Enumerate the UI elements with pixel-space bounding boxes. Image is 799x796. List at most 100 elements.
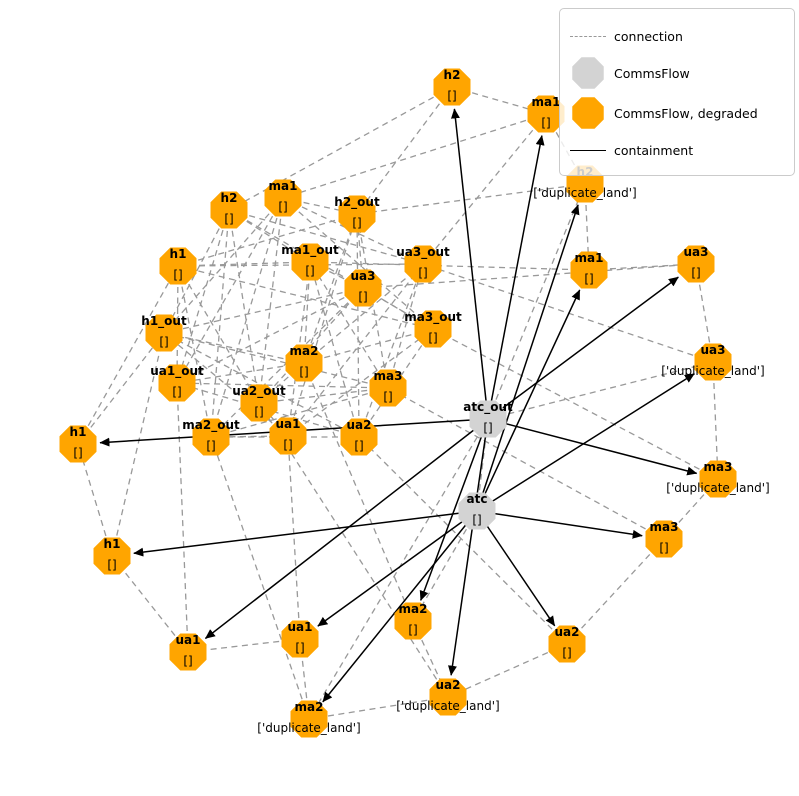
node-value-label: ['duplicate_land'] (661, 364, 764, 378)
containment-edge (419, 418, 489, 601)
node-ma1-a: ma1 [] (527, 95, 565, 133)
node-value-label: [] (659, 541, 668, 555)
connection-edge (358, 436, 568, 645)
containment-edge (317, 510, 478, 627)
node-name-label: ma1 (269, 179, 298, 193)
node-name-label: ua1 (276, 417, 301, 431)
connection-edge (447, 643, 568, 698)
containment-edge (133, 510, 478, 557)
node-value-label: ['duplicate_land'] (396, 699, 499, 713)
node-octagon (145, 314, 183, 352)
node-ua3-a: ua3 [] (677, 245, 715, 283)
containment-edge (450, 108, 489, 420)
connection-edge (303, 263, 424, 364)
node-value-label: [] (562, 646, 571, 660)
node-ua3-c: ua3 [] (344, 269, 382, 307)
node-name-label: ma3 (374, 369, 403, 383)
node-value-label: ['duplicate_land'] (257, 721, 360, 735)
node-name-label: ma1_out (281, 243, 339, 258)
containment-edge (476, 510, 556, 627)
containment-line-icon (570, 149, 606, 151)
node-name-label: atc_out (463, 400, 513, 415)
node-value-label: [] (254, 405, 263, 419)
node-octagon (344, 269, 382, 307)
node-value-label: [] (418, 266, 427, 280)
connection-edge (356, 86, 453, 215)
node-octagon (93, 537, 131, 575)
connection-edge (177, 265, 212, 438)
node-octagon (192, 418, 230, 456)
node-value-label: [] (107, 558, 116, 572)
node-ua1-c: ua1 [] (269, 417, 307, 455)
node-octagon (240, 384, 278, 422)
connection-edge (287, 263, 424, 437)
node-value-label: [] (159, 335, 168, 349)
node-value-label: [] (295, 641, 304, 655)
node-h2-c: h2 [] (210, 191, 248, 229)
legend-item-commsflow-degraded: CommsFlow, degraded (570, 93, 786, 133)
node-ma3-c: ma3 [] (369, 369, 407, 407)
connection-edge (422, 113, 547, 265)
connection-edge (487, 183, 586, 420)
connection-edge (176, 197, 284, 384)
connection-edge (77, 443, 113, 557)
node-name-label: ma2 (399, 602, 428, 616)
connection-edge (387, 263, 424, 389)
connection-edge (163, 209, 230, 334)
node-octagon (570, 251, 608, 289)
node-octagon (369, 369, 407, 407)
node-octagon (264, 179, 302, 217)
node-atc-out: atc_out [] (463, 400, 513, 438)
node-name-label: h1 (104, 537, 121, 551)
node-ua1-b: ua1 [] (169, 633, 207, 671)
node-ua1-a: ua1 [] (281, 620, 319, 658)
node-value-label: [] (172, 385, 181, 399)
node-ma2-c: ma2 [] (285, 344, 323, 382)
node-atc: atc [] (458, 492, 496, 530)
connection-edge (163, 332, 389, 389)
containment-edges (99, 108, 698, 703)
commsflow-octagon-icon (570, 54, 606, 92)
connection-edge (163, 197, 284, 334)
connection-edge (228, 86, 453, 211)
connection-edge (412, 510, 478, 622)
node-octagon (527, 95, 565, 133)
node-value-label: [] (206, 439, 215, 453)
node-name-label: ua1 (176, 633, 201, 647)
node-name-label: h2 (221, 191, 238, 205)
node-octagon (158, 364, 196, 402)
node-octagon (59, 425, 97, 463)
node-name-label: h1 (170, 247, 187, 261)
connection-edge (163, 287, 364, 334)
node-ma3-out: ma3_out [] (404, 310, 462, 348)
node-name-label: ua2 (555, 625, 580, 639)
node-name-label: ma1 (532, 95, 561, 109)
node-ua2-a: ua2 [] (548, 625, 586, 663)
connection-edge (163, 332, 305, 364)
node-octagon (414, 310, 452, 348)
node-name-label: ua3_out (396, 245, 450, 260)
node-octagon (169, 633, 207, 671)
containment-edge (448, 418, 489, 676)
node-name-label: ma1 (575, 251, 604, 265)
containment-edge (476, 204, 580, 512)
node-octagon (699, 460, 737, 498)
containment-edge (204, 418, 489, 640)
node-name-label: h1 (70, 425, 87, 439)
containment-edge (487, 135, 545, 420)
node-name-label: ua3 (701, 343, 726, 357)
node-ua1-out: ua1_out [] (150, 364, 204, 402)
connection-edge (712, 361, 719, 480)
connection-edge (111, 332, 165, 557)
node-name-label: h2_out (334, 195, 380, 210)
connection-edge (566, 538, 665, 645)
node-octagon (548, 625, 586, 663)
connection-edge (356, 213, 360, 438)
connection-edge (176, 209, 230, 384)
connection-edge (303, 328, 434, 364)
connection-edge (362, 263, 697, 289)
connection-edge (177, 265, 260, 404)
node-h2-a: h2 [] (433, 68, 471, 106)
connection-edge (303, 213, 358, 364)
